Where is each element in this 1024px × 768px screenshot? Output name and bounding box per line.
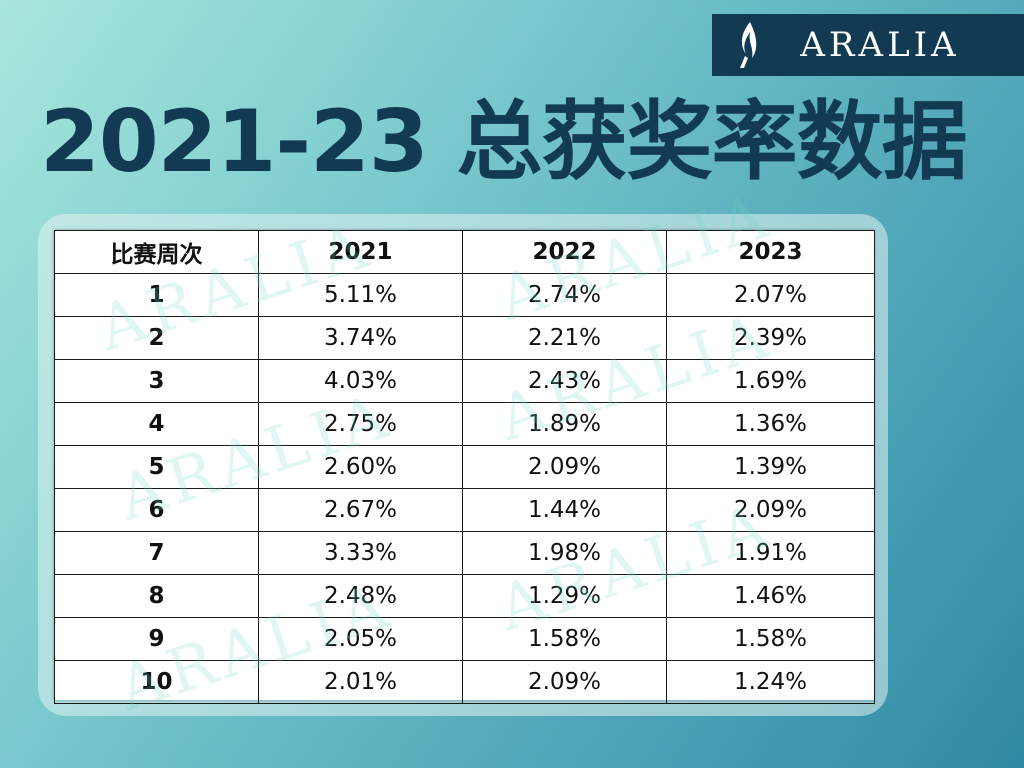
rate-cell: 2.09% [462,445,667,489]
rate-cell: 2.60% [258,445,463,489]
column-header: 2023 [666,230,875,274]
column-header: 2022 [462,230,667,274]
rate-cell: 1.39% [666,445,875,489]
table-row: 3 4.03% 2.43% 1.69% [54,359,875,403]
column-header: 2021 [258,230,463,274]
table-row: 10 2.01% 2.09% 1.24% [54,660,875,704]
rate-cell: 2.09% [462,660,667,704]
rate-cell: 3.33% [258,531,463,575]
rate-cell: 1.89% [462,402,667,446]
rate-cell: 2.75% [258,402,463,446]
rate-cell: 2.09% [666,488,875,532]
brand-logo: ARALIA [712,14,1024,76]
rate-cell: 1.91% [666,531,875,575]
rate-cell: 2.05% [258,617,463,661]
rate-cell: 1.36% [666,402,875,446]
table-row: 6 2.67% 1.44% 2.09% [54,488,875,532]
rate-cell: 2.43% [462,359,667,403]
table-row: 4 2.75% 1.89% 1.36% [54,402,875,446]
table-header-row: 比赛周次 2021 2022 2023 [54,230,875,274]
table-body: 1 5.11% 2.74% 2.07% 2 3.74% 2.21% 2.39% 3 4.03% 2.… [54,273,875,704]
rate-cell: 1.44% [462,488,667,532]
table-row: 1 5.11% 2.74% 2.07% [54,273,875,317]
data-table-container: 比赛周次 2021 2022 2023 1 5.11% 2.74% 2.07% 2 3.7… [54,230,875,704]
rate-cell: 5.11% [258,273,463,317]
week-cell: 3 [54,359,259,403]
week-cell: 7 [54,531,259,575]
week-cell: 6 [54,488,259,532]
week-cell: 5 [54,445,259,489]
rate-cell: 2.07% [666,273,875,317]
flame-icon [740,22,757,68]
week-cell: 4 [54,402,259,446]
week-cell: 9 [54,617,259,661]
week-cell: 2 [54,316,259,360]
rate-cell: 1.69% [666,359,875,403]
column-header: 比赛周次 [54,230,259,274]
week-cell: 10 [54,660,259,704]
rate-cell: 2.21% [462,316,667,360]
rate-cell: 2.48% [258,574,463,618]
rate-cell: 1.46% [666,574,875,618]
rate-cell: 1.98% [462,531,667,575]
rate-cell: 4.03% [258,359,463,403]
rate-cell: 1.29% [462,574,667,618]
table-row: 7 3.33% 1.98% 1.91% [54,531,875,575]
page-title: 2021-23 总获奖率数据 [40,92,968,192]
rate-cell: 2.39% [666,316,875,360]
table-row: 9 2.05% 1.58% 1.58% [54,617,875,661]
win-rate-table: 比赛周次 2021 2022 2023 1 5.11% 2.74% 2.07% 2 3.7… [54,230,875,704]
table-row: 5 2.60% 2.09% 1.39% [54,445,875,489]
table-row: 8 2.48% 1.29% 1.46% [54,574,875,618]
week-cell: 1 [54,273,259,317]
rate-cell: 1.24% [666,660,875,704]
rate-cell: 1.58% [462,617,667,661]
brand-name: ARALIA [800,25,960,65]
rate-cell: 3.74% [258,316,463,360]
rate-cell: 1.58% [666,617,875,661]
rate-cell: 2.74% [462,273,667,317]
week-cell: 8 [54,574,259,618]
rate-cell: 2.01% [258,660,463,704]
rate-cell: 2.67% [258,488,463,532]
table-row: 2 3.74% 2.21% 2.39% [54,316,875,360]
